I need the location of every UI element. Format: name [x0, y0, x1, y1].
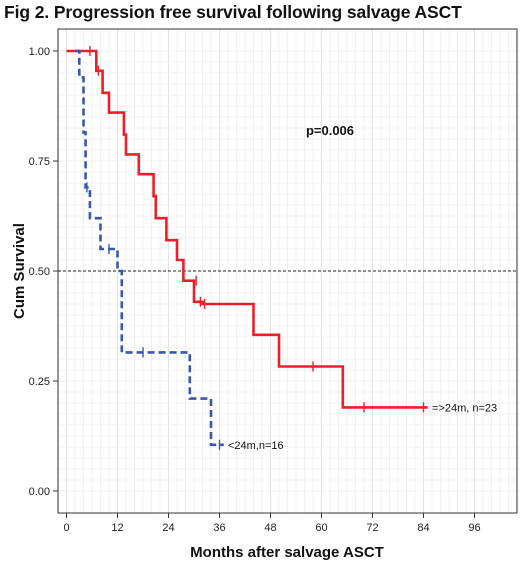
series-layer: =>24m, n=23 <24m,n=16 [66, 46, 497, 452]
series-line [75, 49, 224, 447]
x-tick-label: 0 [63, 522, 69, 534]
y-tick-label: 0.50 [29, 266, 50, 278]
p-value-label: p=0.006 [306, 123, 354, 138]
x-tick-label: 72 [366, 522, 378, 534]
series-line [66, 49, 428, 409]
x-tick-label: 60 [315, 522, 327, 534]
x-axis-ticks: 0 12 24 36 48 60 72 84 96 [63, 513, 481, 534]
series-label: =>24m, n=23 [432, 402, 497, 414]
series-label: <24m,n=16 [228, 440, 284, 452]
x-tick-label: 24 [162, 522, 174, 534]
series-0: =>24m, n=23 [66, 46, 497, 414]
x-tick-label: 36 [213, 522, 225, 534]
chart-title: Fig 2. Progression free survival followi… [4, 2, 462, 22]
y-tick-label: 0.75 [29, 156, 50, 168]
x-tick-label: 96 [468, 522, 480, 534]
y-axis-label: Cum Survival [11, 223, 28, 319]
series-1: <24m,n=16 [75, 49, 284, 452]
y-tick-label: 0.25 [29, 376, 50, 388]
y-axis-ticks: 0.00 0.25 0.50 0.75 1.00 [29, 46, 58, 498]
y-tick-label: 0.00 [29, 486, 50, 498]
x-tick-label: 84 [417, 522, 429, 534]
y-tick-label: 1.00 [29, 46, 50, 58]
x-tick-label: 12 [111, 522, 123, 534]
x-axis-label: Months after salvage ASCT [190, 544, 384, 561]
x-tick-label: 48 [264, 522, 276, 534]
